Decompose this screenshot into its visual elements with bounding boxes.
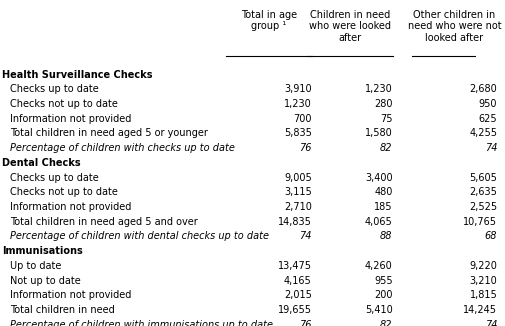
Text: 13,475: 13,475 xyxy=(278,261,312,271)
Text: 1,580: 1,580 xyxy=(365,128,392,138)
Text: 1,230: 1,230 xyxy=(284,99,312,109)
Text: Total children in need aged 5 or younger: Total children in need aged 5 or younger xyxy=(11,128,209,138)
Text: 82: 82 xyxy=(380,320,392,326)
Text: 1,230: 1,230 xyxy=(365,84,392,94)
Text: Up to date: Up to date xyxy=(11,261,62,271)
Text: 1,815: 1,815 xyxy=(470,290,497,300)
Text: 74: 74 xyxy=(485,320,497,326)
Text: 2,525: 2,525 xyxy=(469,202,497,212)
Text: 74: 74 xyxy=(485,143,497,153)
Text: Health Surveillance Checks: Health Surveillance Checks xyxy=(3,69,153,80)
Text: 9,005: 9,005 xyxy=(284,172,312,183)
Text: Information not provided: Information not provided xyxy=(11,290,132,300)
Text: 700: 700 xyxy=(293,114,312,124)
Text: Checks not up to date: Checks not up to date xyxy=(11,187,118,197)
Text: 75: 75 xyxy=(380,114,392,124)
Text: 5,605: 5,605 xyxy=(469,172,497,183)
Text: Percentage of children with checks up to date: Percentage of children with checks up to… xyxy=(11,143,235,153)
Text: 280: 280 xyxy=(374,99,392,109)
Text: 480: 480 xyxy=(374,187,392,197)
Text: 3,115: 3,115 xyxy=(284,187,312,197)
Text: 185: 185 xyxy=(374,202,392,212)
Text: Children in need
who were looked
after: Children in need who were looked after xyxy=(309,9,391,43)
Text: 4,255: 4,255 xyxy=(469,128,497,138)
Text: Information not provided: Information not provided xyxy=(11,114,132,124)
Text: 3,210: 3,210 xyxy=(470,275,497,286)
Text: 950: 950 xyxy=(479,99,497,109)
Text: 2,015: 2,015 xyxy=(284,290,312,300)
Text: 200: 200 xyxy=(374,290,392,300)
Text: 14,835: 14,835 xyxy=(278,217,312,227)
Text: 19,655: 19,655 xyxy=(278,305,312,315)
Text: 4,065: 4,065 xyxy=(365,217,392,227)
Text: Information not provided: Information not provided xyxy=(11,202,132,212)
Text: 3,910: 3,910 xyxy=(284,84,312,94)
Text: Total children in need aged 5 and over: Total children in need aged 5 and over xyxy=(11,217,198,227)
Text: 4,260: 4,260 xyxy=(365,261,392,271)
Text: Not up to date: Not up to date xyxy=(11,275,81,286)
Text: 955: 955 xyxy=(374,275,392,286)
Text: 3,400: 3,400 xyxy=(365,172,392,183)
Text: 2,710: 2,710 xyxy=(284,202,312,212)
Text: Percentage of children with immunisations up to date: Percentage of children with immunisation… xyxy=(11,320,274,326)
Text: 5,410: 5,410 xyxy=(365,305,392,315)
Text: 2,680: 2,680 xyxy=(470,84,497,94)
Text: 10,765: 10,765 xyxy=(463,217,497,227)
Text: Immunisations: Immunisations xyxy=(3,246,83,256)
Text: 2,635: 2,635 xyxy=(469,187,497,197)
Text: 68: 68 xyxy=(485,231,497,242)
Text: Dental Checks: Dental Checks xyxy=(3,158,81,168)
Text: 74: 74 xyxy=(299,231,312,242)
Text: Checks up to date: Checks up to date xyxy=(11,172,99,183)
Text: 82: 82 xyxy=(380,143,392,153)
Text: Checks not up to date: Checks not up to date xyxy=(11,99,118,109)
Text: Total children in need: Total children in need xyxy=(11,305,115,315)
Text: 4,165: 4,165 xyxy=(284,275,312,286)
Text: Total in age
group ¹: Total in age group ¹ xyxy=(241,9,297,31)
Text: 625: 625 xyxy=(479,114,497,124)
Text: 88: 88 xyxy=(380,231,392,242)
Text: 9,220: 9,220 xyxy=(469,261,497,271)
Text: 14,245: 14,245 xyxy=(463,305,497,315)
Text: Other children in
need who were not
looked after: Other children in need who were not look… xyxy=(408,9,501,43)
Text: 5,835: 5,835 xyxy=(284,128,312,138)
Text: Checks up to date: Checks up to date xyxy=(11,84,99,94)
Text: 76: 76 xyxy=(299,320,312,326)
Text: Percentage of children with dental checks up to date: Percentage of children with dental check… xyxy=(11,231,270,242)
Text: 76: 76 xyxy=(299,143,312,153)
